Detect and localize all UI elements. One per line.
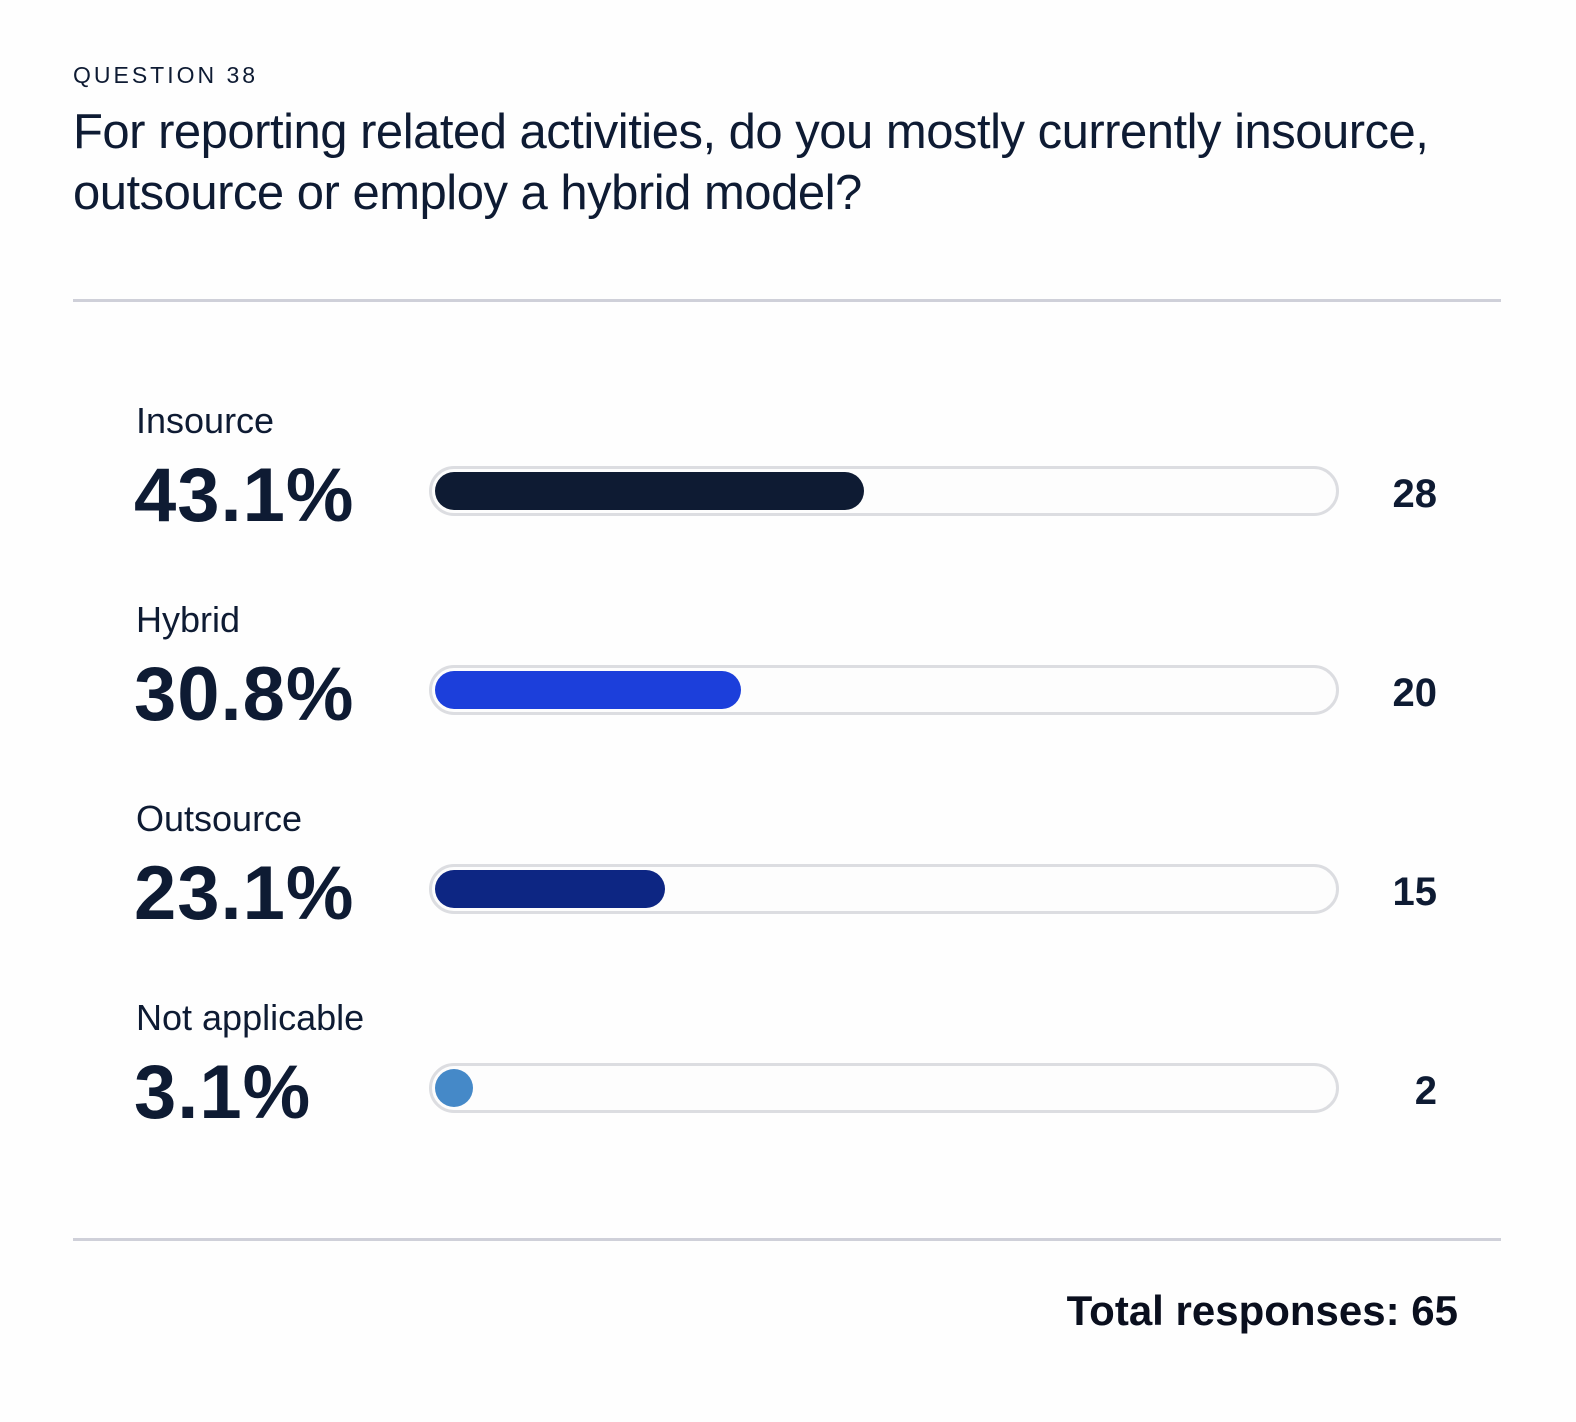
bar-row: Hybrid 30.8% 20	[0, 599, 1576, 798]
category-label: Hybrid	[136, 599, 241, 640]
bar-row: Insource 43.1% 28	[0, 400, 1576, 599]
question-number: QUESTION 38	[73, 62, 259, 88]
percent-label: 3.1%	[134, 1050, 312, 1135]
bar-track	[429, 665, 1339, 715]
percent-label: 43.1%	[134, 453, 355, 538]
bar-row: Outsource 23.1% 15	[0, 798, 1576, 997]
bottom-divider	[73, 1238, 1501, 1241]
count-label: 20	[1392, 671, 1438, 715]
count-label: 28	[1392, 472, 1438, 516]
question-title: For reporting related activities, do you…	[73, 105, 1429, 220]
bar-track	[429, 864, 1339, 914]
total-responses: Total responses: 65	[1066, 1287, 1458, 1334]
bar-fill	[435, 870, 665, 908]
top-divider	[73, 299, 1501, 302]
bar-track	[429, 466, 1339, 516]
bar-fill	[435, 472, 864, 510]
category-label: Outsource	[136, 798, 303, 839]
count-label: 15	[1392, 870, 1438, 914]
category-label: Insource	[136, 400, 275, 441]
bar-fill	[435, 671, 742, 709]
count-label: 2	[1414, 1069, 1437, 1113]
percent-label: 30.8%	[134, 652, 355, 737]
bar-row: Not applicable 3.1% 2	[0, 997, 1576, 1196]
bar-fill	[435, 1069, 473, 1107]
bar-track	[429, 1063, 1339, 1113]
category-label: Not applicable	[136, 997, 365, 1038]
percent-label: 23.1%	[134, 851, 355, 936]
